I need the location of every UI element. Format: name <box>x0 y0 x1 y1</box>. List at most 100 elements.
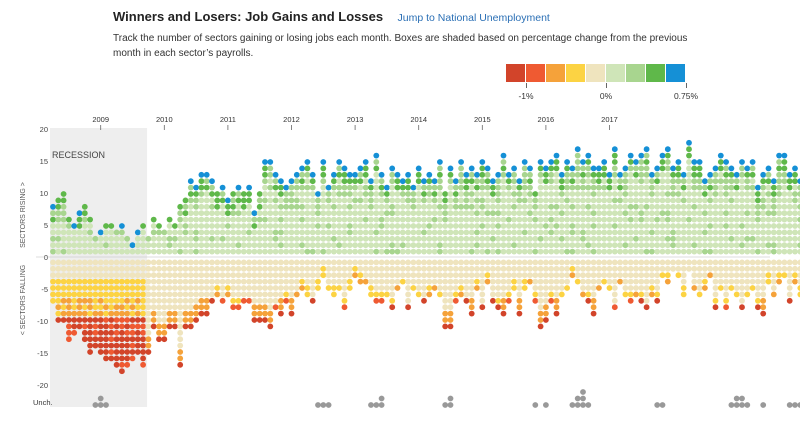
falling-dot <box>389 265 396 272</box>
rising-dot <box>203 203 210 210</box>
falling-dot <box>452 265 459 272</box>
rising-dot <box>627 165 634 172</box>
falling-dot <box>728 285 735 291</box>
falling-dot <box>124 259 131 266</box>
rising-dot <box>564 197 570 204</box>
falling-dot <box>81 310 88 317</box>
falling-dot <box>219 272 226 279</box>
rising-dot <box>182 197 189 204</box>
rising-dot <box>511 171 517 178</box>
unchanged-dot <box>580 402 586 408</box>
falling-dot <box>728 265 735 272</box>
rising-dot <box>315 235 321 242</box>
rising-dot <box>225 242 231 249</box>
rising-dot <box>643 146 650 153</box>
falling-dot <box>638 285 645 291</box>
falling-dot <box>537 278 544 285</box>
jump-to-unemployment-link[interactable]: Jump to National Unemployment <box>397 12 550 24</box>
falling-dot <box>203 285 210 291</box>
falling-dot <box>182 285 189 291</box>
falling-dot <box>55 278 62 285</box>
falling-dot <box>299 272 305 279</box>
rising-dot <box>331 229 337 236</box>
rising-dot <box>458 171 464 178</box>
rising-dot <box>304 242 311 249</box>
falling-dot <box>193 291 200 298</box>
rising-dot <box>543 203 549 210</box>
rising-dot <box>733 184 740 191</box>
rising-dot <box>484 171 491 178</box>
rising-dot <box>696 216 703 223</box>
falling-dot <box>76 291 83 298</box>
falling-dot <box>50 259 56 266</box>
falling-dot <box>670 265 676 272</box>
falling-dot <box>712 278 719 285</box>
rising-dot <box>203 242 210 249</box>
rising-dot <box>792 197 798 204</box>
rising-dot <box>177 210 184 217</box>
rising-dot <box>749 178 756 185</box>
falling-dot <box>341 278 348 285</box>
rising-dot <box>442 197 449 204</box>
falling-dot <box>161 310 168 317</box>
rising-dot <box>325 184 332 191</box>
falling-dot <box>140 291 147 298</box>
rising-dot <box>696 191 703 197</box>
falling-dot <box>256 272 263 279</box>
rising-dot <box>622 165 629 172</box>
falling-dot <box>760 310 767 317</box>
falling-dot <box>463 272 470 279</box>
rising-dot <box>209 248 215 255</box>
rising-dot <box>590 235 597 242</box>
rising-dot <box>553 178 560 185</box>
rising-dot <box>336 191 343 197</box>
rising-dot <box>437 165 443 172</box>
rising-dot <box>574 146 581 153</box>
rising-dot <box>373 197 380 204</box>
rising-dot <box>527 242 533 249</box>
rising-dot <box>362 178 369 185</box>
rising-dot <box>293 235 300 242</box>
rising-dot <box>553 242 560 249</box>
rising-dot <box>733 203 740 210</box>
rising-dot <box>437 248 443 255</box>
rising-dot <box>606 184 613 191</box>
rising-dot <box>214 223 221 229</box>
falling-dot <box>278 272 284 279</box>
falling-dot <box>484 259 491 266</box>
falling-dot <box>781 265 788 272</box>
rising-dot <box>468 184 475 191</box>
falling-dot <box>336 278 343 285</box>
rising-dot <box>373 159 380 165</box>
falling-dot <box>66 297 72 304</box>
falling-dot <box>516 265 523 272</box>
rising-dot <box>203 248 210 255</box>
falling-dot <box>346 285 353 291</box>
falling-dot <box>103 336 109 343</box>
rising-dot <box>638 210 645 217</box>
rising-dot <box>691 159 698 165</box>
rising-dot <box>564 248 570 255</box>
rising-dot <box>664 159 671 165</box>
rising-dot <box>654 178 661 185</box>
falling-dot <box>214 272 221 279</box>
rising-dot <box>251 235 258 242</box>
falling-dot <box>113 304 120 311</box>
falling-dot <box>543 291 549 298</box>
rising-dot <box>712 165 719 172</box>
rising-dot <box>558 197 565 204</box>
rising-dot <box>564 223 570 229</box>
falling-dot <box>166 297 173 304</box>
falling-dot <box>580 259 586 266</box>
rising-dot <box>654 203 661 210</box>
rising-dot <box>71 229 78 236</box>
rising-dot <box>262 184 268 191</box>
unchanged-dot <box>447 395 454 402</box>
rising-dot <box>463 248 470 255</box>
rising-dot <box>484 216 491 223</box>
rising-dot <box>262 171 268 178</box>
rising-dot <box>267 229 274 236</box>
rising-dot <box>686 159 692 165</box>
rising-dot <box>262 165 268 172</box>
rising-dot <box>468 197 475 204</box>
